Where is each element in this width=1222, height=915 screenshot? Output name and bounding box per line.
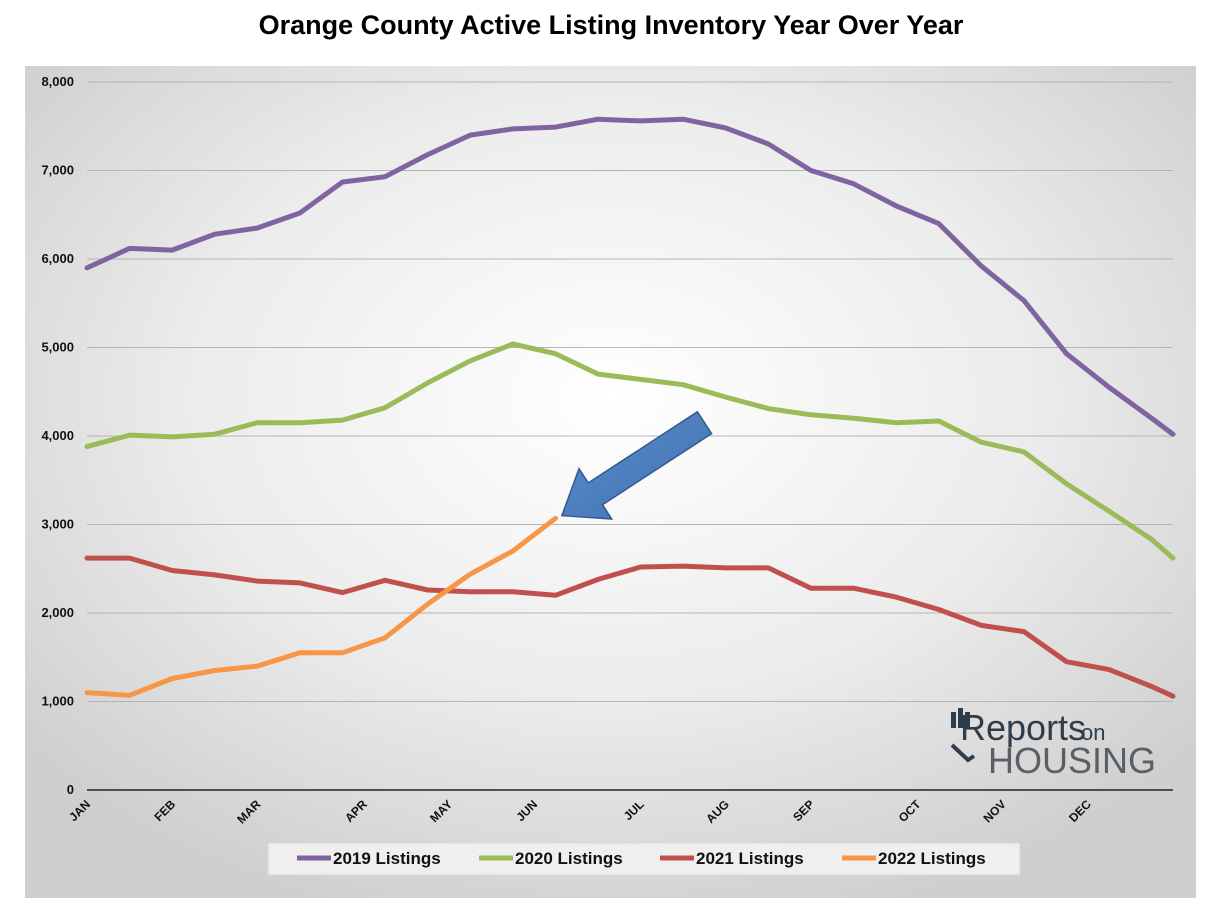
- y-tick-label: 3,000: [41, 517, 74, 532]
- y-tick-label: 7,000: [41, 163, 74, 178]
- logo-on-text: on: [1081, 720, 1105, 745]
- y-tick-label: 2,000: [41, 605, 74, 620]
- logo-swoosh-icon: [950, 743, 976, 763]
- legend-label: 2020 Listings: [515, 849, 623, 868]
- annotation-arrow: [560, 410, 713, 520]
- series-line-4: [84, 515, 558, 698]
- y-tick-label: 1,000: [41, 694, 74, 709]
- gridlines: [87, 81, 1173, 791]
- logo-icon-bar-1: [951, 712, 956, 728]
- legend-label: 2022 Listings: [878, 849, 986, 868]
- chart-title: Orange County Active Listing Inventory Y…: [258, 10, 964, 40]
- annotation-layer: [560, 410, 713, 520]
- legend-label: 2019 Listings: [333, 849, 441, 868]
- series-line-1: [84, 116, 1176, 437]
- y-tick-label: 0: [67, 782, 74, 797]
- series-lines: [84, 116, 1176, 699]
- y-tick-label: 4,000: [41, 428, 74, 443]
- logo-icon-bar-2: [958, 708, 963, 728]
- logo-reports-text: Reports: [960, 707, 1086, 748]
- y-tick-label: 5,000: [41, 340, 74, 355]
- y-tick-label: 6,000: [41, 251, 74, 266]
- reports-on-housing-logo: Reports on HOUSING: [950, 707, 1156, 781]
- y-tick-label: 8,000: [41, 74, 74, 89]
- series-line-2: [84, 341, 1176, 561]
- logo-housing-text: HOUSING: [988, 740, 1156, 781]
- legend-label: 2021 Listings: [696, 849, 804, 868]
- y-axis-ticks: 0 1,000 2,000 3,000 4,000 5,000 6,000 7,000 8,00…: [41, 74, 74, 797]
- legend: 2019 Listings 2020 Listings 2021 Listings 2…: [267, 842, 1021, 876]
- legend-box: [267, 842, 1021, 876]
- logo-icon-bar-3: [965, 712, 970, 728]
- series-line-3: [84, 555, 1176, 699]
